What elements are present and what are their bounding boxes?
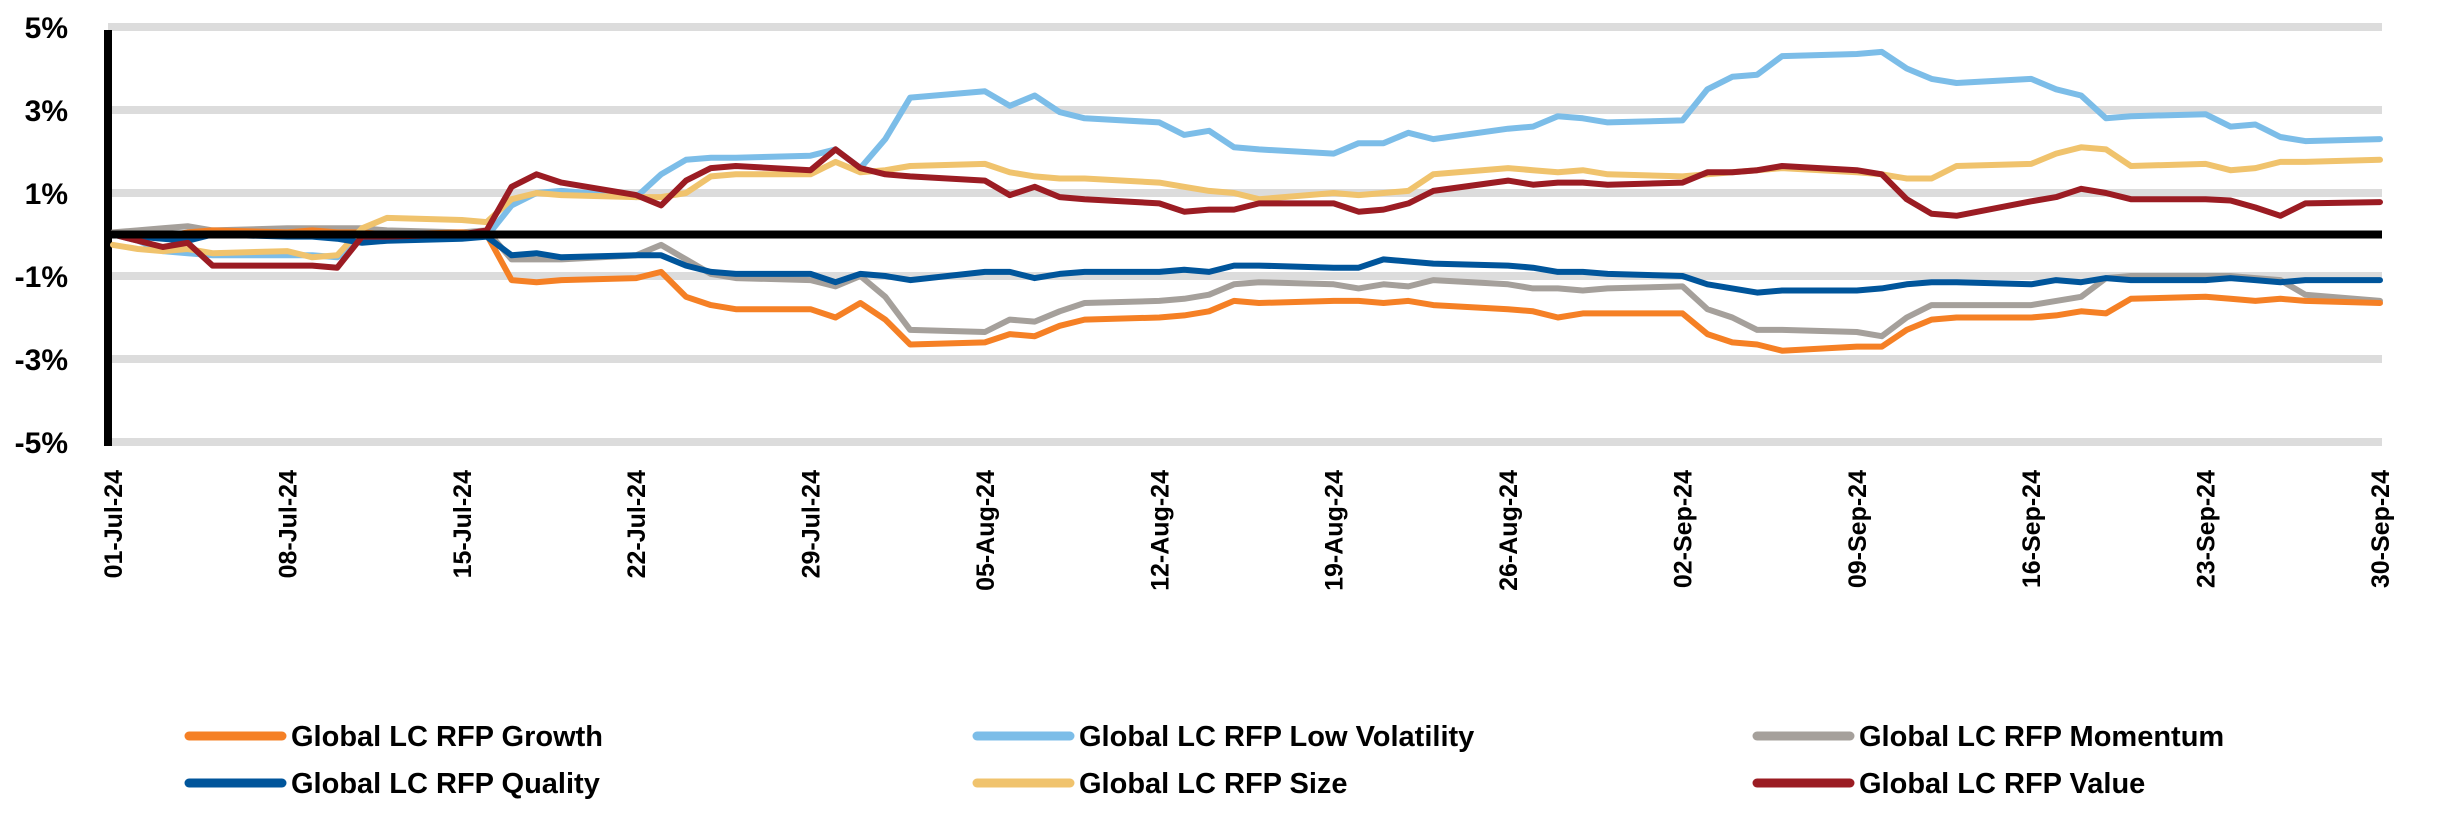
y-tick-label: 5% (25, 12, 68, 45)
y-axis-ticks: 5% 3% 1% -1% -3% -5% (15, 12, 68, 460)
x-tick-label: 01-Jul-24 (100, 470, 128, 578)
series-line-global-lc-rfp-growth (110, 227, 2383, 354)
x-tick-label: 23-Sep-24 (2193, 470, 2221, 588)
legend-item: Global LC RFP Quality (184, 768, 600, 800)
x-axis-ticks: 01-Jul-24 08-Jul-24 15-Jul-24 22-Jul-24 29-J… (100, 470, 2395, 591)
y-tick-label: -3% (15, 344, 68, 377)
legend-label: Global LC RFP Size (1079, 768, 1348, 800)
x-tick-label: 09-Sep-24 (1844, 470, 1872, 588)
series-line-global-lc-rfp-value (110, 146, 2383, 271)
x-tick-label: 12-Aug-24 (1146, 470, 1174, 591)
series-lines (110, 48, 2383, 354)
x-tick-label: 15-Jul-24 (449, 470, 477, 578)
legend: Global LC RFP Growth Global LC RFP Low Vo… (184, 721, 2224, 800)
legend-label: Global LC RFP Momentum (1859, 721, 2224, 753)
y-tick-label: -5% (15, 427, 68, 460)
x-tick-label: 30-Sep-24 (2367, 470, 2395, 588)
y-tick-label: -1% (15, 261, 68, 294)
x-tick-label: 08-Jul-24 (274, 470, 302, 578)
x-tick-label: 05-Aug-24 (972, 470, 1000, 591)
y-tick-label: 1% (25, 178, 68, 211)
legend-item: Global LC RFP Momentum (1752, 721, 2224, 753)
legend-label: Global LC RFP Low Volatility (1079, 721, 1474, 753)
legend-item: Global LC RFP Size (972, 768, 1348, 800)
x-tick-label: 19-Aug-24 (1321, 470, 1349, 591)
legend-label: Global LC RFP Quality (291, 768, 600, 800)
legend-label: Global LC RFP Growth (291, 721, 603, 753)
legend-item: Global LC RFP Growth (184, 721, 603, 753)
x-tick-label: 16-Sep-24 (2018, 470, 2046, 588)
x-tick-label: 02-Sep-24 (1669, 470, 1697, 588)
legend-label: Global LC RFP Value (1859, 768, 2145, 800)
x-tick-label: 29-Jul-24 (798, 470, 826, 578)
x-tick-label: 22-Jul-24 (623, 470, 651, 578)
series-line-global-lc-rfp-low-volatility (110, 48, 2383, 261)
series-line-global-lc-rfp-size (110, 144, 2383, 261)
x-tick-label: 26-Aug-24 (1495, 470, 1523, 591)
legend-item: Global LC RFP Value (1752, 768, 2145, 800)
legend-item: Global LC RFP Low Volatility (972, 721, 1474, 753)
y-tick-label: 3% (25, 95, 68, 128)
